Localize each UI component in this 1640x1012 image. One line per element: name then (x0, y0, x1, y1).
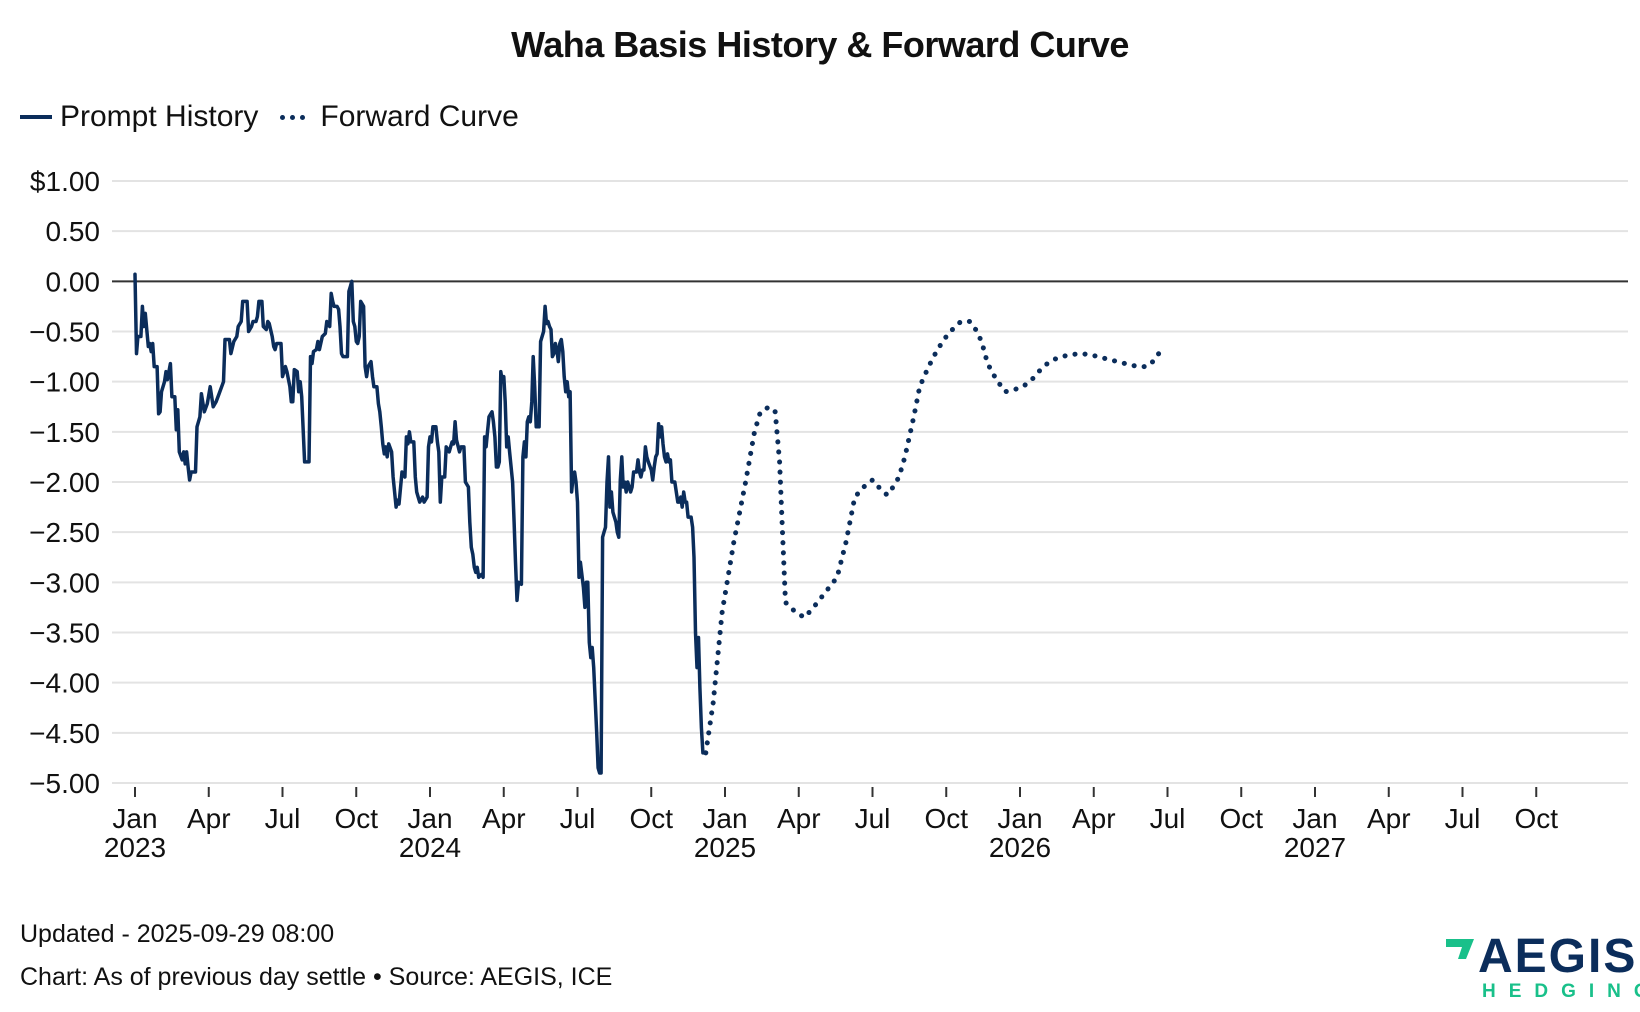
y-axis-ticks: $1.00 0.50 0.00 −0.50 −1.00 −1.50 −2.00 −2.50 −3… (29, 166, 100, 799)
x-tick-label: Jan (112, 803, 157, 834)
chart-plot-area: $1.00 0.50 0.00 −0.50 −1.00 −1.50 −2.00 −2.50 −3… (29, 166, 1628, 863)
legend-label: Prompt History (60, 100, 259, 133)
y-tick-label: −1.00 (29, 367, 100, 398)
y-tick-label: 0.50 (46, 216, 101, 247)
x-tick-label: Jul (265, 803, 301, 834)
y-tick-label: −4.50 (29, 718, 100, 749)
x-tick-label: Apr (1072, 803, 1116, 834)
x-tick-label: Apr (1367, 803, 1411, 834)
x-tick-label: Oct (924, 803, 968, 834)
solid-line-swatch-icon (20, 115, 52, 119)
x-tick-year-label: 2026 (989, 832, 1051, 863)
x-tick-label: Jan (997, 803, 1042, 834)
forward-curve-line (703, 319, 1162, 756)
x-tick-year-label: 2025 (694, 832, 756, 863)
x-tick-label: Apr (777, 803, 821, 834)
x-tick-label: Jul (1150, 803, 1186, 834)
legend-label: Forward Curve (320, 100, 519, 133)
x-tick-label: Jan (702, 803, 747, 834)
x-tick-label: Oct (334, 803, 378, 834)
x-tick-year-label: 2024 (399, 832, 461, 863)
legend-item-prompt-history[interactable]: Prompt History (20, 100, 258, 134)
gridlines (112, 180, 1628, 784)
logo-subtitle: HEDGING (1482, 981, 1640, 1002)
y-tick-label: −2.00 (29, 467, 100, 498)
logo-name: AEGIS (1478, 930, 1638, 983)
y-tick-label: −4.00 (29, 668, 100, 699)
x-tick-label: Oct (629, 803, 673, 834)
dotted-line-swatch-icon (280, 114, 310, 120)
x-tick-label: Jul (560, 803, 596, 834)
y-tick-label: −1.50 (29, 417, 100, 448)
chart-title: Waha Basis History & Forward Curve (511, 24, 1129, 65)
x-tick-label: Apr (187, 803, 231, 834)
series-group (133, 272, 1162, 775)
source-note: Chart: As of previous day settle • Sourc… (20, 963, 613, 991)
x-tick-label: Jan (407, 803, 452, 834)
y-tick-label: −3.00 (29, 567, 100, 598)
legend: Prompt History Forward Curve (20, 100, 541, 134)
aegis-logo: AEGIS HEDGING (1446, 930, 1640, 1005)
y-tick-label: −2.50 (29, 517, 100, 548)
x-tick-label: Jan (1292, 803, 1337, 834)
logo-mark-icon (1446, 939, 1474, 959)
x-tick-year-label: 2027 (1284, 832, 1346, 863)
x-tick-label: Jul (1445, 803, 1481, 834)
x-tick-year-label: 2023 (104, 832, 166, 863)
x-tick-label: Oct (1514, 803, 1558, 834)
y-tick-label: −0.50 (29, 317, 100, 348)
x-tick-label: Apr (482, 803, 526, 834)
y-tick-label: −5.00 (29, 768, 100, 799)
y-tick-label: −3.50 (29, 618, 100, 649)
updated-timestamp: Updated - 2025-09-29 08:00 (20, 920, 335, 948)
y-tick-label: $1.00 (30, 166, 100, 197)
y-tick-label: 0.00 (46, 266, 101, 297)
x-tick-label: Jul (855, 803, 891, 834)
prompt-history-line (133, 272, 708, 775)
x-tick-label: Oct (1219, 803, 1263, 834)
legend-item-forward-curve[interactable]: Forward Curve (280, 100, 519, 134)
